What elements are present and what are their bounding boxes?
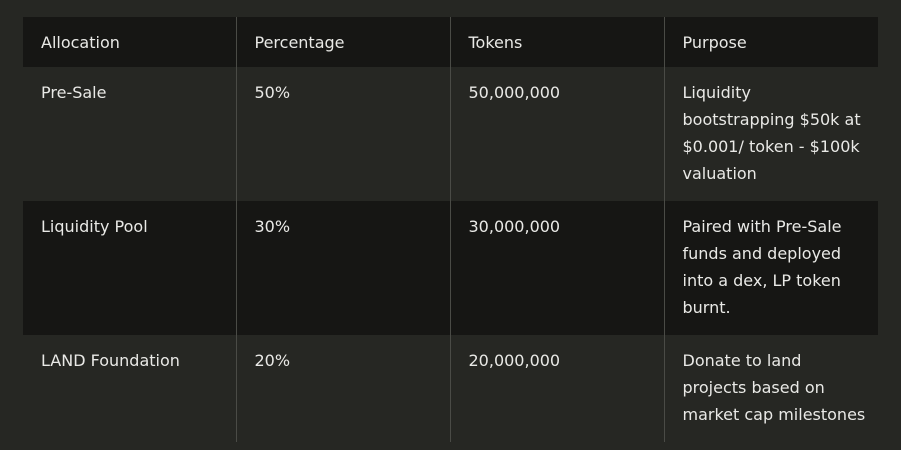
cell-purpose: Paired with Pre-Sale funds and deployed … <box>663 201 878 335</box>
cell-tokens: 20,000,000 <box>449 335 664 442</box>
cell-percentage: 50% <box>235 67 450 201</box>
cell-tokens: 30,000,000 <box>449 201 664 335</box>
cell-percentage: 30% <box>235 201 450 335</box>
table-header-row: Allocation Percentage Tokens Purpose <box>23 17 878 67</box>
cell-percentage: 20% <box>235 335 450 442</box>
header-purpose: Purpose <box>663 17 878 67</box>
token-allocation-table-container: Allocation Percentage Tokens Purpose Pre… <box>23 17 878 442</box>
table-row: Pre-Sale 50% 50,000,000 Liquidity bootst… <box>23 67 878 201</box>
header-allocation: Allocation <box>41 32 120 52</box>
cell-purpose: Donate to land projects based on market … <box>663 335 878 442</box>
cell-allocation: LAND Foundation <box>41 351 180 370</box>
cell-allocation: Pre-Sale <box>41 83 107 102</box>
table-row: LAND Foundation 20% 20,000,000 Donate to… <box>23 335 878 442</box>
token-allocation-table: Allocation Percentage Tokens Purpose Pre… <box>23 17 878 442</box>
header-tokens: Tokens <box>449 17 664 67</box>
header-percentage: Percentage <box>235 17 450 67</box>
cell-tokens: 50,000,000 <box>449 67 664 201</box>
cell-purpose: Liquidity bootstrapping $50k at $0.001/ … <box>663 67 878 201</box>
table-row: Liquidity Pool 30% 30,000,000 Paired wit… <box>23 201 878 335</box>
cell-allocation: Liquidity Pool <box>41 217 148 236</box>
